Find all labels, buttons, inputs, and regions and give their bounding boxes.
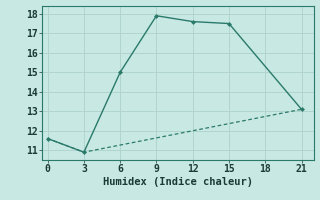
X-axis label: Humidex (Indice chaleur): Humidex (Indice chaleur) (103, 177, 252, 187)
